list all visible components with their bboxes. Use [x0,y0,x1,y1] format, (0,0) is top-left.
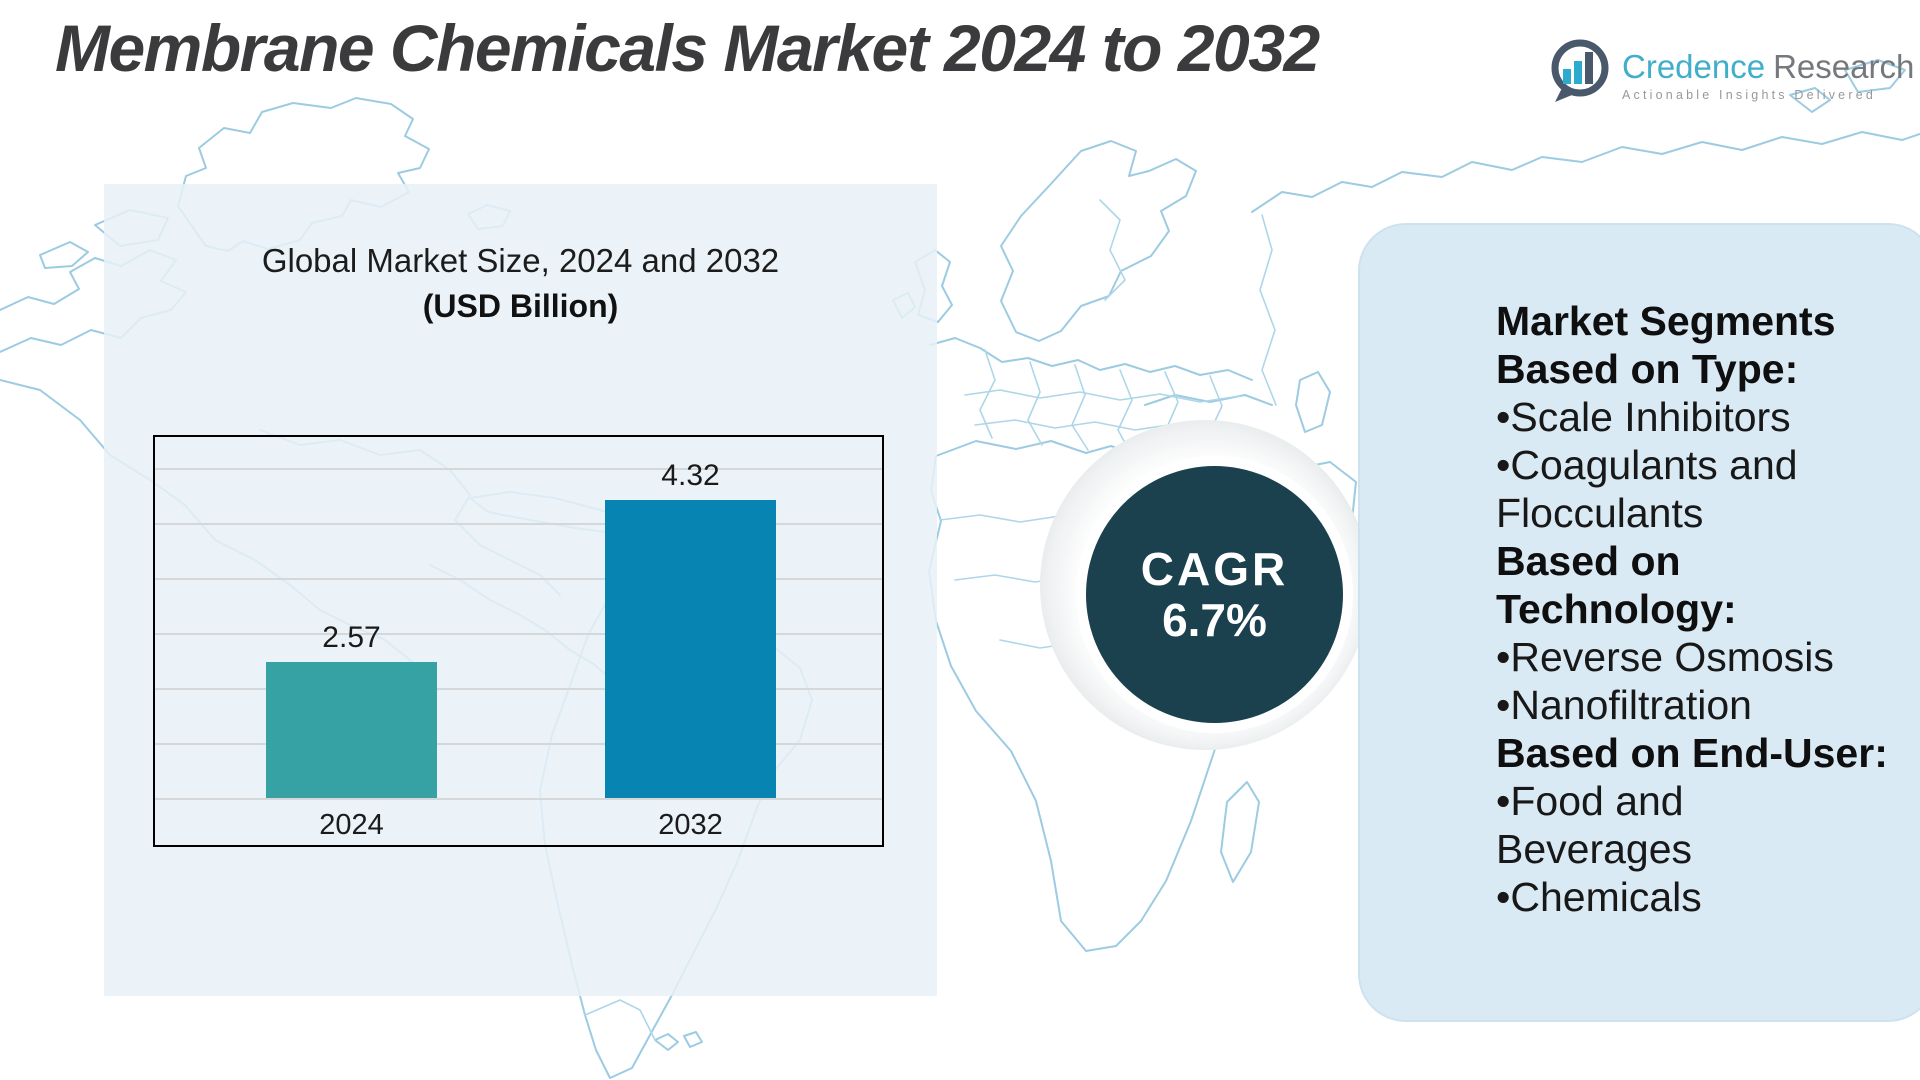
cagr-badge: CAGR 6.7% [1086,466,1343,723]
x-axis-label-2024: 2024 [319,809,384,841]
segments-heading: Market Segments [1496,298,1836,344]
logo-tagline: Actionable Insights Delivered [1622,88,1876,102]
segments-technology-heading: Technology: [1496,586,1737,632]
logo-brand-primary: Credence [1622,48,1766,85]
gridline [155,578,882,581]
segment-item: •Reverse Osmosis [1496,634,1834,680]
x-axis-label-2032: 2032 [658,809,723,841]
bar-group-2032: 4.32 [605,437,776,798]
segment-item: Beverages [1496,826,1693,872]
gridline [155,468,882,471]
bar-chart: 2.57 4.32 2024 2032 [153,435,884,847]
bar-2032 [605,499,776,798]
bar-2024 [266,661,437,798]
bar-group-2024: 2.57 [266,437,437,798]
chart-plot-area: 2.57 4.32 [155,437,882,800]
segment-item: •Nanofiltration [1496,682,1752,728]
gridline [155,522,882,525]
bar-chart-speech-bubble-icon [1551,39,1609,102]
segment-item: Flocculants [1496,490,1704,536]
credence-research-logo: Credence Research Actionable Insights Del… [1548,38,1914,106]
cagr-label: CAGR [1140,542,1289,595]
gridline [155,688,882,691]
gridline [155,633,882,636]
market-size-chart-panel: Global Market Size, 2024 and 2032 (USD B… [104,184,937,996]
chart-subtitle: (USD Billion) [422,288,619,324]
market-segments-panel: Market Segments Based on Type: •Scale In… [1358,223,1920,1022]
segment-item: •Scale Inhibitors [1496,394,1791,440]
cagr-value: 6.7% [1162,593,1267,646]
logo-text: Credence Research Actionable Insights Del… [1622,38,1915,103]
segments-enduser-heading: Based on End-User: [1496,730,1888,776]
bar-value-label-2024: 2.57 [322,620,381,654]
segment-item: •Coagulants and [1496,442,1798,488]
segments-type-heading: Based on Type: [1496,346,1799,392]
gridline [155,743,882,746]
segment-item: •Chemicals [1496,874,1702,920]
logo-brand-secondary: Research [1773,48,1915,85]
gridline-baseline [155,798,882,800]
chart-title: Global Market Size, 2024 and 2032 [261,242,780,279]
page-title: Membrane Chemicals Market 2024 to 2032 [55,11,1320,85]
market-segments-text: Market Segments Based on Type: •Scale In… [1496,297,1908,921]
segment-item: •Food and [1496,778,1684,824]
segments-technology-heading: Based on [1496,538,1681,584]
bar-value-label-2032: 4.32 [661,458,720,492]
